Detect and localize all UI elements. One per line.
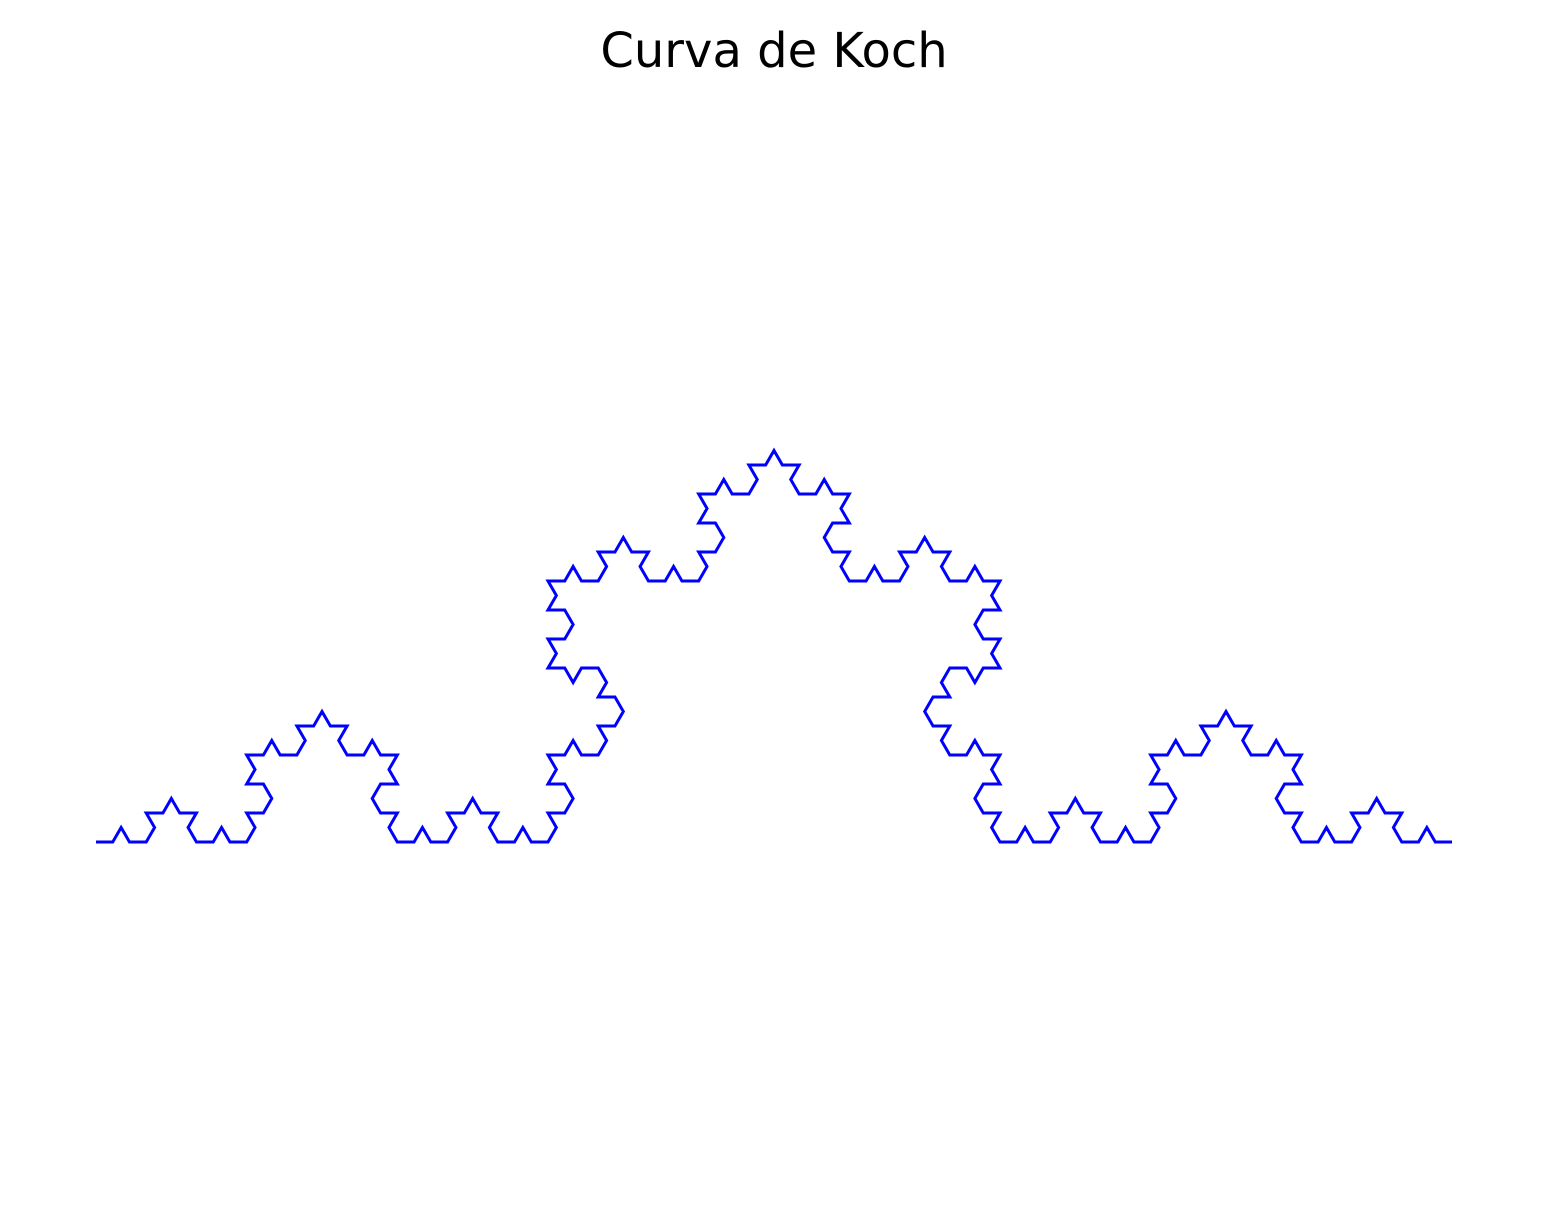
koch-curve-line: [96, 451, 1452, 842]
series-layer: [96, 451, 1452, 842]
